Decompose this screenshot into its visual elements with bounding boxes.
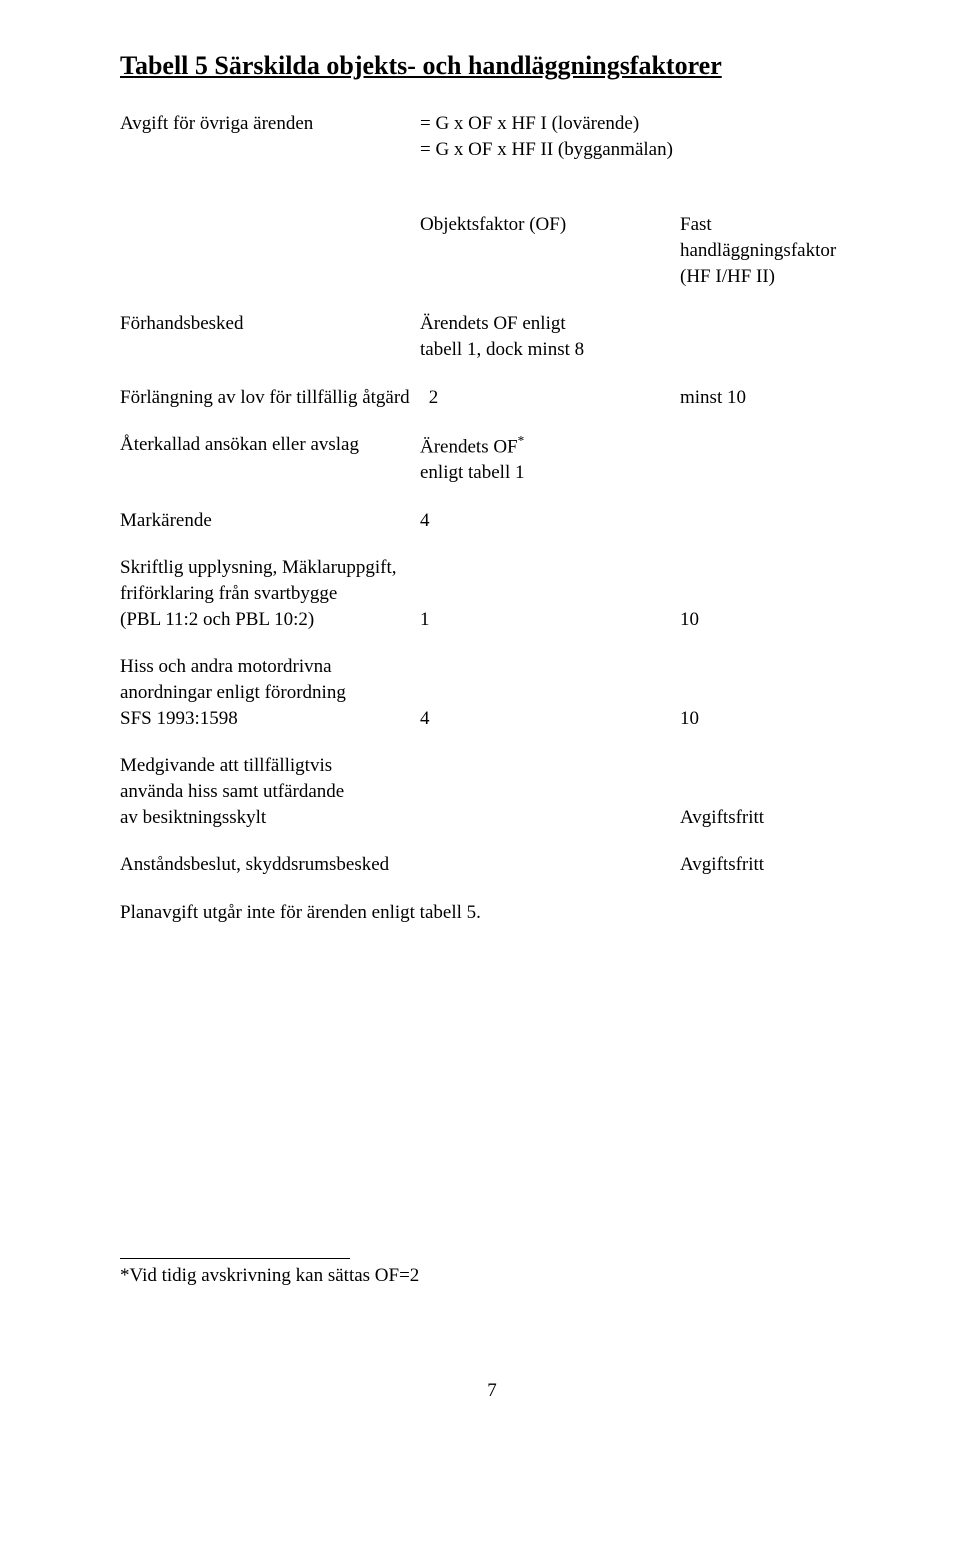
markarende-of: 4 [420, 510, 430, 531]
medgivande-line2: använda hiss samt utfärdande [120, 779, 864, 805]
row-planavgift: Planavgift utgår inte för ärenden enligt… [120, 900, 864, 926]
hiss-hf: 10 [680, 708, 699, 729]
skriftlig-line3: (PBL 11:2 och PBL 10:2) [120, 609, 314, 630]
forhandsbesked-mid-line2: tabell 1, dock minst 8 [420, 337, 680, 363]
skriftlig-of: 1 [420, 609, 430, 630]
hiss-line3: SFS 1993:1598 [120, 708, 238, 729]
skriftlig-line2: friförklaring från svartbygge [120, 581, 864, 607]
skriftlig-hf: 10 [680, 609, 699, 630]
col-right-header-line2: (HF I/HF II) [680, 264, 864, 290]
column-headers: Objektsfaktor (OF) Fast handläggningsfak… [120, 212, 864, 289]
row-skriftlig: Skriftlig upplysning, Mäklaruppgift, fri… [120, 555, 864, 632]
formula-line1: = G x OF x HF I (lovärende) [420, 111, 673, 137]
medgivande-line3: av besiktningsskylt [120, 807, 266, 828]
page-number: 7 [120, 1378, 864, 1404]
planavgift-label: Planavgift utgår inte för ärenden enligt… [120, 902, 481, 923]
forhandsbesked-label: Förhandsbesked [120, 313, 243, 334]
anstand-hf: Avgiftsfritt [680, 854, 764, 875]
forlangning-of: 2 [429, 387, 439, 408]
formula-line2: = G x OF x HF II (bygganmälan) [420, 137, 673, 163]
col-mid-header: Objektsfaktor (OF) [420, 214, 566, 235]
forlangning-label: Förlängning av lov för tillfällig åtgärd [120, 387, 410, 408]
page-title: Tabell 5 Särskilda objekts- och handlägg… [120, 48, 864, 83]
row-forhandsbesked: Förhandsbesked Ärendets OF enligt tabell… [120, 311, 864, 362]
anstand-label: Anståndsbeslut, skyddsrumsbesked [120, 854, 389, 875]
row-medgivande: Medgivande att tillfälligtvis använda hi… [120, 753, 864, 830]
skriftlig-line1: Skriftlig upplysning, Mäklaruppgift, [120, 555, 864, 581]
medgivande-hf: Avgiftsfritt [680, 807, 764, 828]
row-hiss: Hiss och andra motordrivna anordningar e… [120, 654, 864, 731]
markarende-label: Markärende [120, 510, 212, 531]
forlangning-hf: minst 10 [680, 387, 746, 408]
formula-row: Avgift för övriga ärenden = G x OF x HF … [120, 111, 864, 162]
row-forlangning: Förlängning av lov för tillfällig åtgärd… [120, 385, 864, 411]
row-aterkallad: Återkallad ansökan eller avslag Ärendets… [120, 432, 864, 486]
forhandsbesked-mid-line1: Ärendets OF enligt [420, 311, 680, 337]
row-anstand: Anståndsbeslut, skyddsrumsbesked Avgifts… [120, 852, 864, 878]
hiss-line1: Hiss och andra motordrivna [120, 654, 864, 680]
footnote-text: *Vid tidig avskrivning kan sättas OF=2 [120, 1263, 864, 1289]
aterkallad-mid-line1: Ärendets OF* [420, 432, 680, 460]
row-markarende: Markärende 4 [120, 508, 864, 534]
asterisk-icon: * [518, 433, 525, 448]
col-right-header-line1: Fast handläggningsfaktor [680, 212, 864, 263]
aterkallad-mid-line2: enligt tabell 1 [420, 460, 680, 486]
hiss-of: 4 [420, 708, 430, 729]
hiss-line2: anordningar enligt förordning [120, 680, 864, 706]
formula-label: Avgift för övriga ärenden [120, 113, 313, 134]
aterkallad-label: Återkallad ansökan eller avslag [120, 434, 359, 455]
footnote-divider [120, 1258, 350, 1259]
medgivande-line1: Medgivande att tillfälligtvis [120, 753, 864, 779]
